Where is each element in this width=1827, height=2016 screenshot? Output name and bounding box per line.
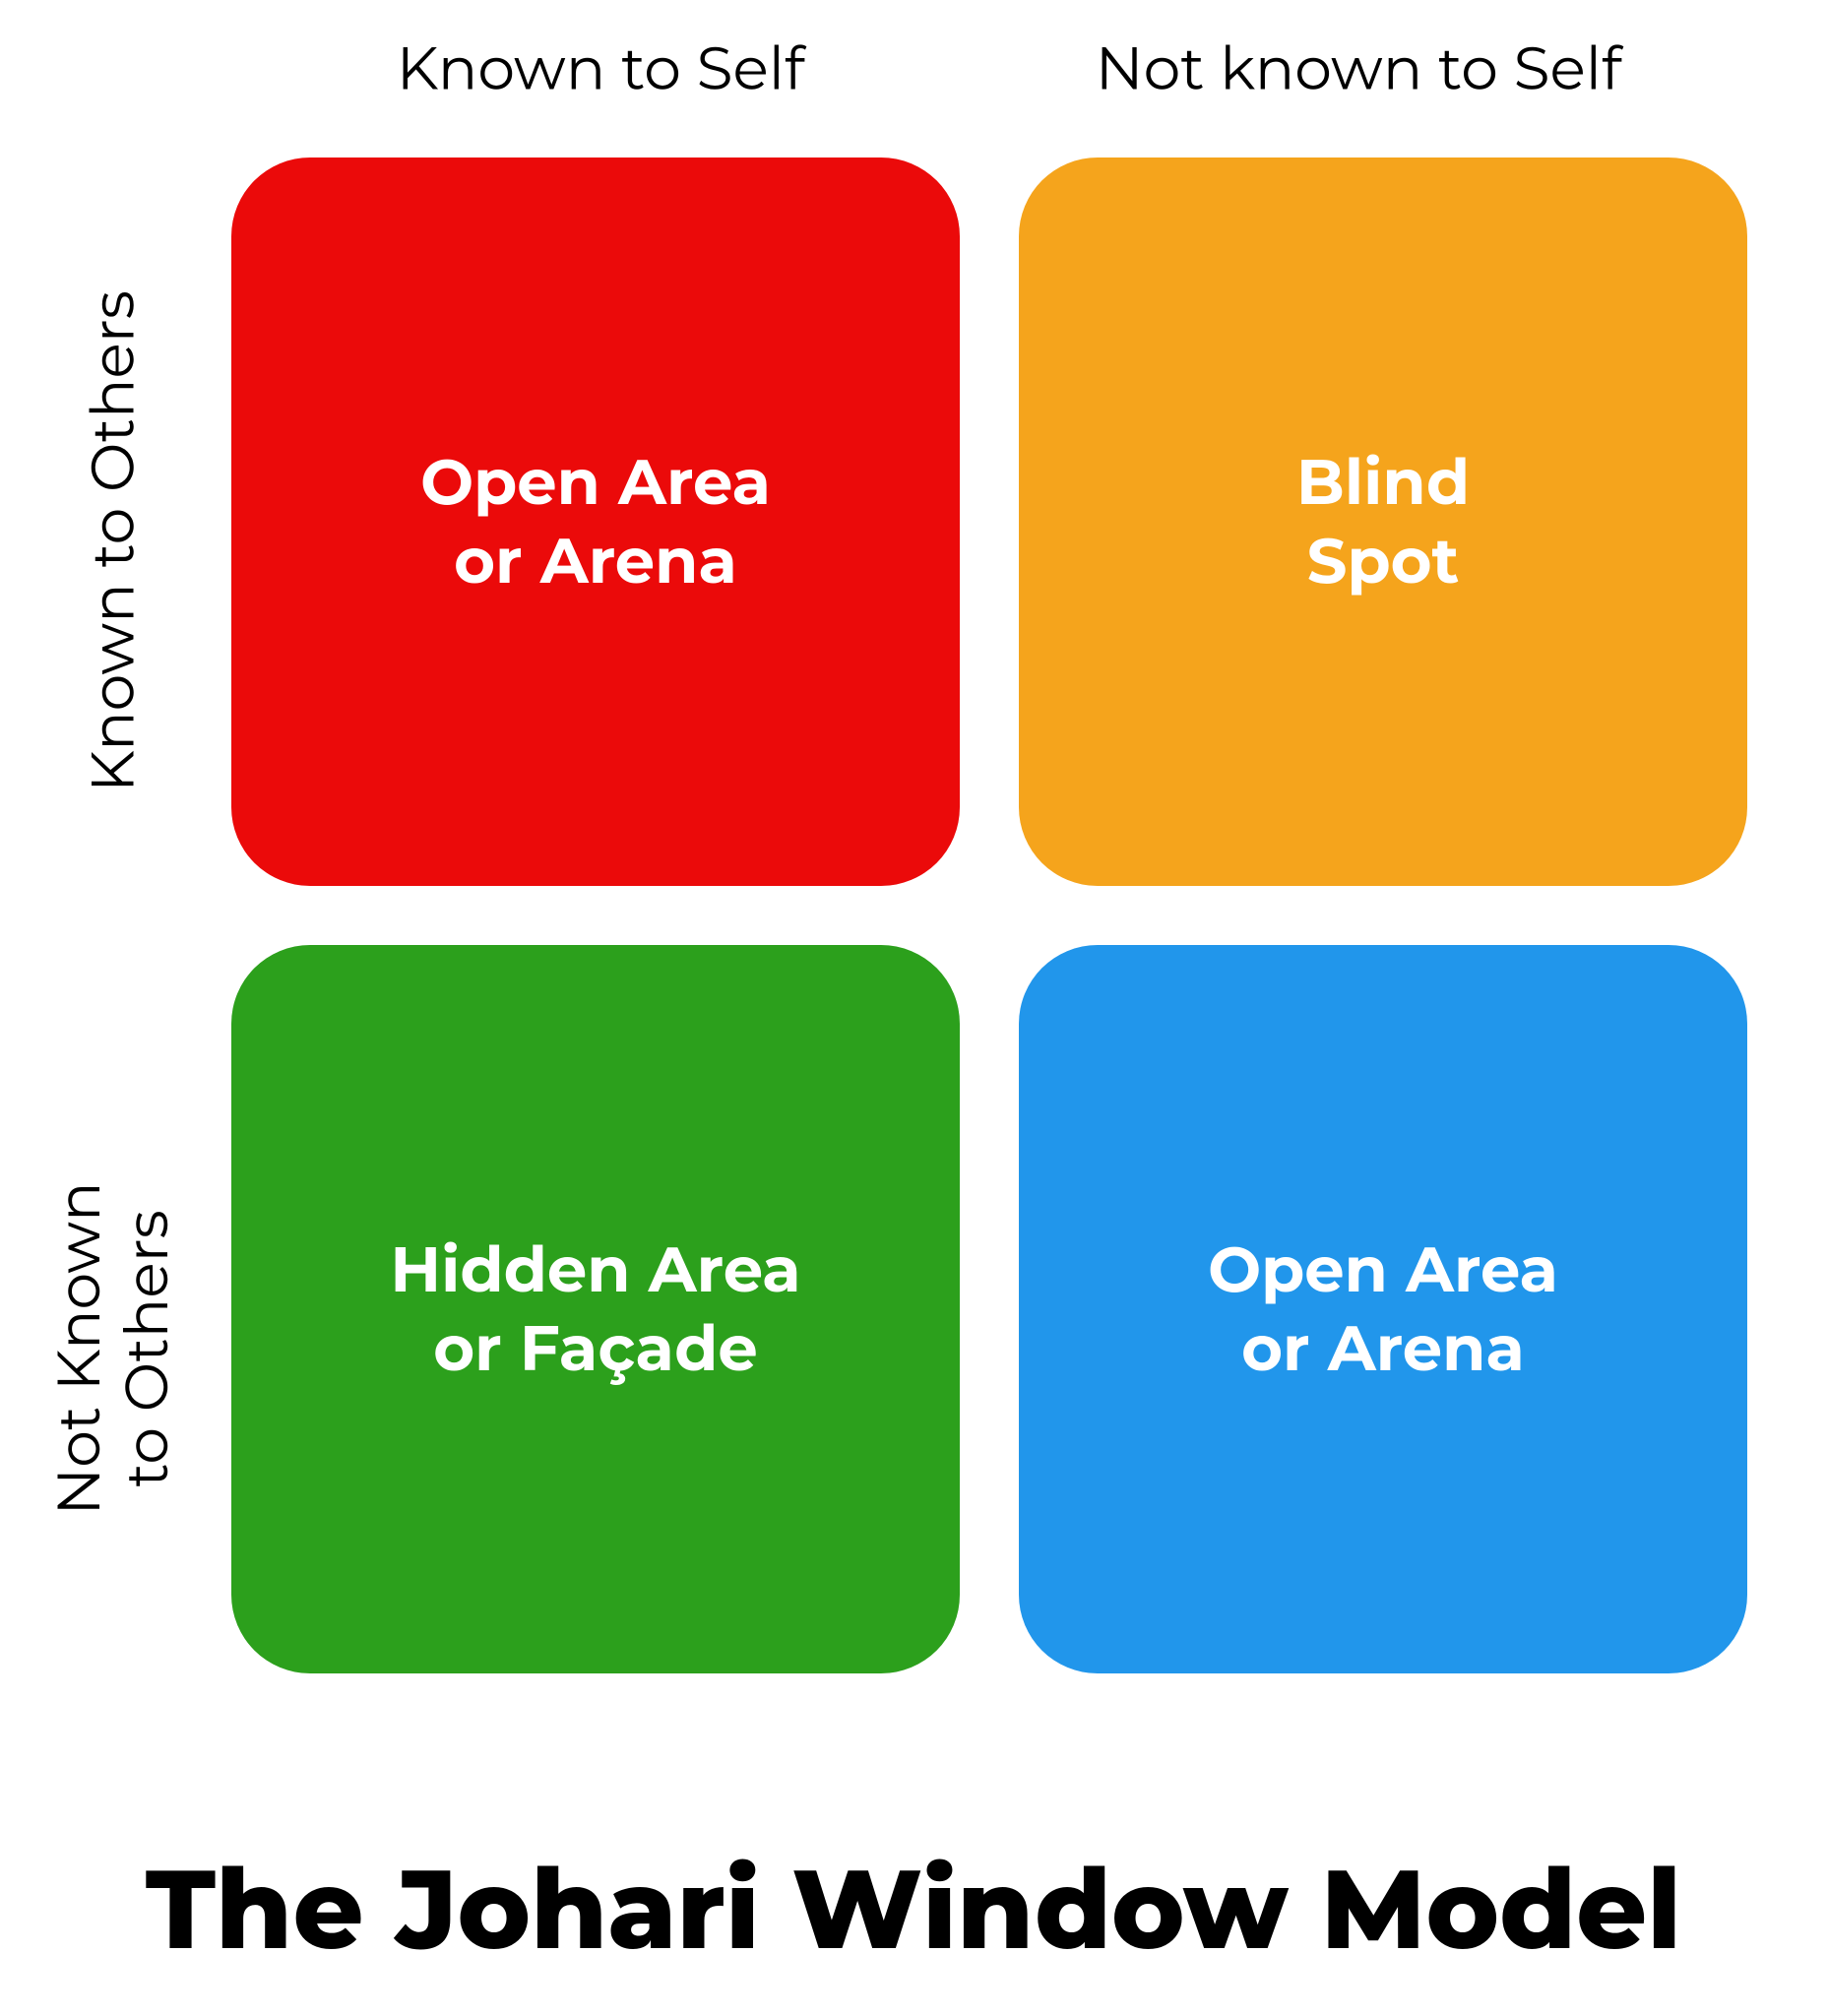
row-header-not-known-to-others: Not Known to Others	[45, 1181, 181, 1515]
quadrant-blind-spot: Blind Spot	[1019, 158, 1747, 886]
column-header-not-known-to-self: Not known to Self	[1096, 33, 1621, 105]
quadrant-label: Hidden Area or Façade	[390, 1230, 800, 1388]
quadrant-open-area: Open Area or Arena	[231, 158, 960, 886]
quadrant-label: Open Area or Arena	[420, 443, 771, 600]
quadrant-hidden-area: Hidden Area or Façade	[231, 945, 960, 1673]
johari-diagram: Known to Self Not known to Self Known to…	[0, 0, 1827, 2016]
quadrant-label: Blind Spot	[1296, 443, 1470, 600]
diagram-title: The Johari Window Model	[146, 1843, 1681, 1977]
quadrant-open-area-2: Open Area or Arena	[1019, 945, 1747, 1673]
row-header-known-to-others: Known to Others	[80, 290, 148, 792]
quadrant-label: Open Area or Arena	[1208, 1230, 1558, 1388]
column-header-known-to-self: Known to Self	[397, 33, 805, 105]
